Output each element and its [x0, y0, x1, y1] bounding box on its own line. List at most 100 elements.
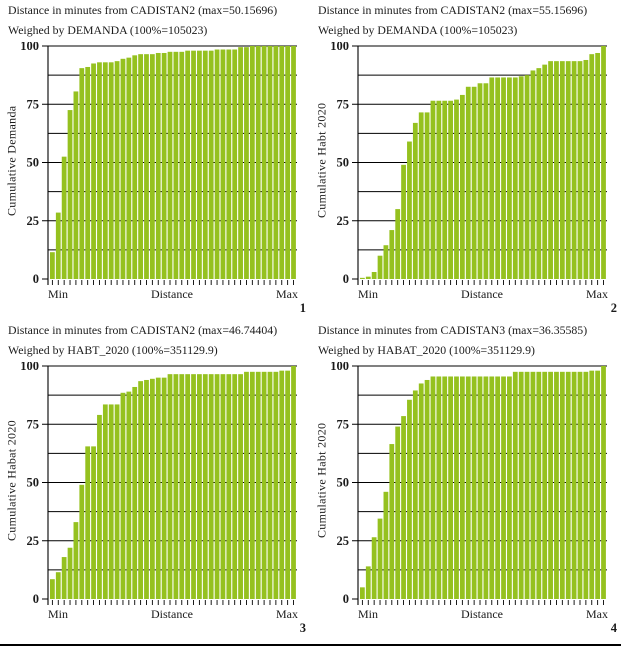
y-tick-label: 0: [343, 592, 349, 606]
bar: [554, 61, 559, 279]
bar: [126, 391, 132, 599]
x-min-label: Min: [358, 607, 379, 621]
bar: [465, 86, 471, 279]
bar: [483, 83, 489, 279]
y-tick-label: 0: [33, 272, 39, 286]
bar: [285, 370, 291, 599]
bar: [261, 46, 267, 279]
bar: [401, 164, 406, 279]
y-tick-label: 50: [337, 156, 350, 170]
bar: [291, 366, 296, 599]
chart-title: Distance in minutes from CADISTAN2 (max=…: [8, 323, 278, 337]
bar: [536, 68, 542, 279]
bar: [465, 376, 471, 599]
bar: [102, 404, 108, 599]
bar: [120, 58, 126, 279]
x-axis-title: Distance: [151, 607, 193, 621]
bar: [255, 46, 261, 279]
bar: [395, 426, 401, 599]
bar: [79, 68, 85, 279]
bar: [548, 61, 553, 279]
bar: [471, 86, 477, 279]
bar: [108, 404, 114, 599]
bar: [489, 376, 495, 599]
bar: [244, 371, 249, 599]
bar: [577, 371, 583, 599]
bar: [138, 54, 143, 279]
bar: [185, 374, 191, 599]
x-max-label: Max: [276, 607, 298, 621]
bar: [483, 376, 489, 599]
bar: [220, 49, 226, 279]
bar: [360, 277, 365, 279]
bar: [536, 371, 542, 599]
bar: [144, 379, 149, 599]
bar: [73, 91, 79, 279]
bar: [167, 51, 173, 279]
bar: [197, 50, 202, 279]
bar: [430, 100, 436, 279]
x-axis-labels: Min Distance Max: [48, 607, 298, 622]
bar: [454, 99, 459, 279]
x-axis-labels: Min Distance Max: [358, 607, 608, 622]
bar: [73, 522, 79, 599]
bar: [138, 381, 143, 599]
bar: [571, 371, 577, 599]
bar: [459, 376, 465, 599]
x-axis-labels: Min Distance Max: [358, 287, 608, 302]
bar: [208, 50, 214, 279]
bar: [55, 572, 61, 599]
bar: [577, 61, 583, 279]
bar: [273, 46, 279, 279]
y-tick-label: 100: [330, 42, 349, 53]
bar: [67, 110, 73, 279]
bar: [91, 446, 96, 599]
bar: [55, 212, 61, 279]
bar: [244, 47, 249, 279]
y-tick-label: 75: [337, 97, 350, 111]
bar: [91, 63, 96, 279]
chart-title: Distance in minutes from CADISTAN2 (max=…: [8, 3, 278, 17]
bar: [238, 47, 243, 279]
bar: [185, 50, 191, 279]
chart-panel-4: Distance in minutes from CADISTAN3 (max=…: [310, 320, 621, 640]
bar: [126, 57, 132, 280]
bar-plot: 0 25 50 75 100: [330, 42, 607, 286]
bar: [161, 52, 167, 280]
panel-number: 4: [610, 621, 617, 635]
bar: [377, 518, 383, 599]
bar: [589, 370, 595, 599]
bar: [191, 374, 196, 599]
bar: [291, 46, 296, 279]
bar: [365, 566, 371, 599]
bar: [226, 374, 232, 599]
bar: [214, 49, 220, 279]
bar: [285, 46, 291, 279]
bar: [442, 376, 448, 599]
bar: [407, 141, 412, 279]
y-tick-label: 100: [330, 362, 349, 373]
bar: [279, 370, 285, 599]
bar: [79, 484, 85, 599]
bar: [114, 61, 120, 279]
bar: [559, 371, 565, 599]
bar: [50, 579, 55, 599]
y-tick-label: 100: [20, 362, 39, 373]
bar: [202, 374, 208, 599]
bar: [412, 122, 418, 279]
bar: [395, 209, 401, 279]
chart-panel-1: Distance in minutes from CADISTAN2 (max=…: [0, 0, 310, 320]
x-axis-title: Distance: [151, 287, 193, 301]
bar: [161, 377, 167, 599]
bar: [108, 62, 114, 279]
bar: [179, 51, 185, 279]
bar: [454, 376, 459, 599]
bar: [232, 49, 238, 279]
bar: [149, 54, 155, 279]
bar: [389, 444, 395, 599]
bar: [360, 587, 365, 599]
bar: [261, 371, 267, 599]
bar: [144, 54, 149, 279]
bar: [220, 374, 226, 599]
